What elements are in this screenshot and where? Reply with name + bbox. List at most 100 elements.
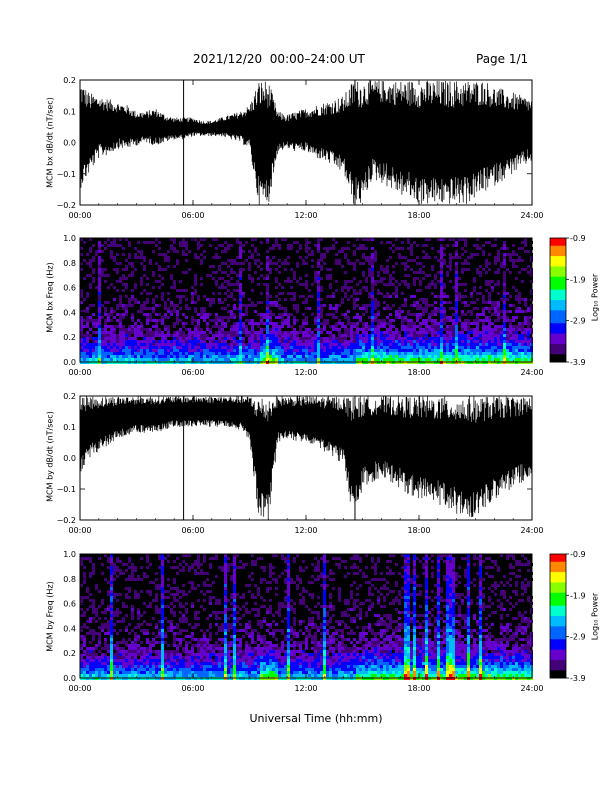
spectrogram-cell [320,337,323,340]
spectrogram-cell [443,301,446,304]
spectrogram-cell [161,346,164,349]
spectrogram-cell [500,316,503,319]
spectrogram-cell [482,349,485,352]
spectrogram-cell [83,626,86,629]
spectrogram-cell [227,247,230,250]
spectrogram-cell [485,340,488,343]
spectrogram-cell [368,355,371,358]
spectrogram-cell [266,343,269,346]
spectrogram-cell [416,253,419,256]
spectrogram-cell [482,334,485,337]
spectrogram-cell [161,322,164,325]
spectrogram-cell [455,268,458,271]
spectrogram-cell [359,358,362,361]
spectrogram-cell [419,271,422,274]
spectrogram-cell [149,358,152,361]
spectrogram-cell [149,328,152,331]
spectrogram-cell [503,295,506,298]
spectrogram-cell [206,253,209,256]
spectrogram-cell [362,268,365,271]
spectrogram-cell [221,274,224,277]
spectrogram-cell [341,289,344,292]
spectrogram-cell [392,277,395,280]
spectrogram-cell [284,289,287,292]
spectrogram-cell [308,352,311,355]
spectrogram-cell [104,665,107,668]
spectrogram-cell [119,319,122,322]
spectrogram-cell [326,247,329,250]
spectrogram-cell [242,352,245,355]
spectrogram-cell [326,241,329,244]
spectrogram-cell [86,608,89,611]
spectrogram-cell [248,322,251,325]
spectrogram-cell [125,578,128,581]
spectrogram-cell [488,268,491,271]
spectrogram-cell [329,352,332,355]
spectrogram-cell [143,304,146,307]
spectrogram-cell [233,337,236,340]
spectrogram-cell [122,659,125,662]
spectrogram-cell [299,244,302,247]
spectrogram-cell [254,259,257,262]
spectrogram-cell [125,259,128,262]
spectrogram-cell [371,268,374,271]
spectrogram-cell [407,334,410,337]
spectrogram-cell [359,316,362,319]
spectrogram-cell [239,292,242,295]
spectrogram-cell [473,253,476,256]
spectrogram-cell [278,283,281,286]
spectrogram-cell [92,352,95,355]
spectrogram-cell [362,325,365,328]
spectrogram-cell [470,241,473,244]
spectrogram-cell [347,346,350,349]
spectrogram-cell [86,557,89,560]
spectrogram-cell [116,253,119,256]
colorbar-segment [550,310,566,314]
spectrogram-cell [137,238,140,241]
spectrogram-cell [254,343,257,346]
spectrogram-cell [503,241,506,244]
spectrogram-cell [122,337,125,340]
spectrogram-cell [275,358,278,361]
spectrogram-cell [449,346,452,349]
spectrogram-cell [392,238,395,241]
spectrogram-cell [188,343,191,346]
spectrogram-cell [212,334,215,337]
spectrogram-cell [263,346,266,349]
spectrogram-cell [467,337,470,340]
spectrogram-cell [215,331,218,334]
spectrogram-cell [230,310,233,313]
spectrogram-cell [290,343,293,346]
spectrogram-cell [140,331,143,334]
spectrogram-cell [452,349,455,352]
spectrogram-cell [485,346,488,349]
spectrogram-cell [284,301,287,304]
spectrogram-cell [185,340,188,343]
spectrogram-cell [92,638,95,641]
spectrogram-cell [323,256,326,259]
spectrogram-cell [185,337,188,340]
spectrogram-cell [326,274,329,277]
spectrogram-cell [464,295,467,298]
spectrogram-cell [218,277,221,280]
spectrogram-cell [257,352,260,355]
spectrogram-cell [149,274,152,277]
spectrogram-cell [197,325,200,328]
spectrogram-cell [320,313,323,316]
spectrogram-cell [143,280,146,283]
spectrogram-cell [296,250,299,253]
spectrogram-cell [212,325,215,328]
spectrogram-cell [122,602,125,605]
spectrogram-cell [488,307,491,310]
spectrogram-cell [164,307,167,310]
spectrogram-cell [440,292,443,295]
spectrogram-cell [455,349,458,352]
colorbar-frame [549,237,567,363]
spectrogram-cell [155,349,158,352]
spectrogram-cell [89,647,92,650]
spectrogram-cell [212,280,215,283]
spectrogram-cell [470,319,473,322]
spectrogram-cell [275,241,278,244]
spectrogram-cell [446,265,449,268]
spectrogram-cell [497,346,500,349]
